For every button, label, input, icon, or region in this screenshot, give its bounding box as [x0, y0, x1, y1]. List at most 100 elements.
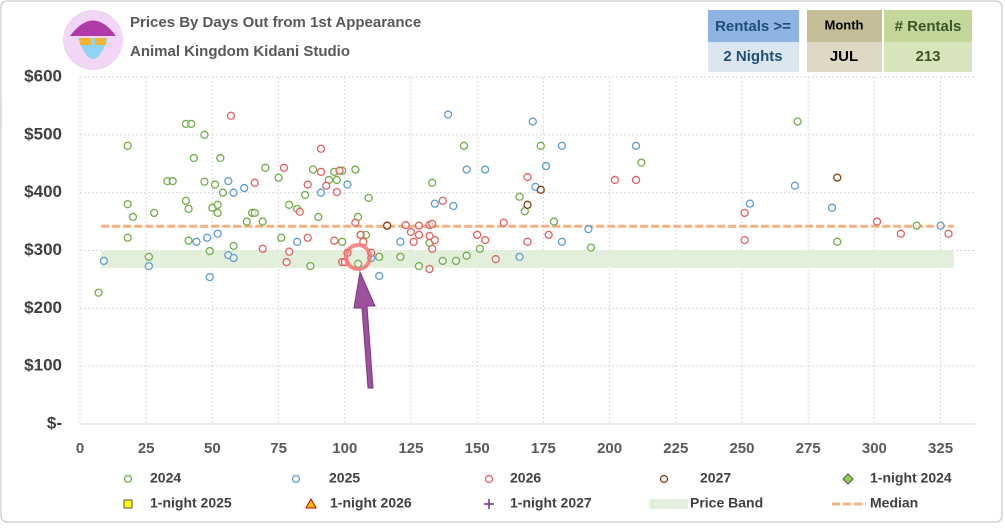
filter-value-bg	[807, 42, 882, 72]
point	[285, 247, 294, 256]
point	[229, 253, 238, 263]
point	[123, 200, 132, 209]
x-tick-label: 250	[729, 440, 754, 457]
point	[740, 208, 749, 218]
legend-marker	[123, 499, 133, 509]
point	[184, 236, 193, 245]
point	[187, 119, 196, 128]
point	[282, 257, 291, 267]
point	[528, 117, 537, 126]
legend-marker	[123, 474, 133, 484]
legend-marker	[305, 497, 317, 509]
point	[491, 255, 500, 264]
chart-title: Prices By Days Out from 1st Appearance	[130, 14, 421, 31]
point	[149, 208, 159, 218]
point	[793, 117, 802, 126]
point	[475, 244, 484, 253]
point	[375, 252, 384, 262]
x-tick-label: 100	[332, 440, 357, 457]
point	[428, 178, 437, 187]
point	[229, 241, 238, 251]
point	[549, 217, 559, 226]
point	[274, 173, 283, 182]
point	[332, 175, 341, 185]
point	[414, 221, 424, 230]
legend-label: 1-night 2025	[150, 495, 232, 511]
point	[438, 196, 447, 205]
y-tick-label: $300	[24, 240, 62, 259]
point	[375, 271, 384, 281]
point	[213, 229, 222, 238]
point	[790, 181, 800, 190]
point	[295, 207, 304, 216]
filter-header-bg	[884, 10, 972, 42]
y-tick-label: $-	[47, 413, 62, 432]
point	[314, 212, 323, 222]
point	[250, 178, 259, 187]
point	[123, 233, 132, 242]
point	[229, 188, 238, 197]
point	[94, 288, 103, 297]
point	[332, 187, 341, 197]
legend-label: 1-night 2024	[870, 470, 952, 486]
point	[205, 272, 214, 282]
point	[430, 199, 439, 208]
legend-label: 2025	[329, 470, 360, 486]
point	[740, 235, 749, 245]
legend-marker	[842, 473, 854, 485]
point	[322, 181, 331, 190]
point	[515, 252, 524, 262]
filter-header-bg	[708, 10, 799, 42]
point	[306, 261, 315, 271]
x-tick-label: 175	[531, 440, 556, 457]
point	[584, 224, 593, 234]
point	[462, 165, 471, 174]
point	[330, 236, 339, 245]
point	[353, 259, 363, 268]
legend-label: 1-night 2026	[330, 495, 412, 511]
point	[189, 153, 199, 163]
point	[316, 188, 326, 197]
filter-label: Month	[825, 17, 864, 32]
point	[586, 243, 596, 252]
x-tick-label: 25	[138, 440, 155, 457]
legend-label: 1-night 2027	[510, 495, 592, 511]
point	[409, 237, 418, 246]
point	[936, 221, 945, 230]
point	[261, 163, 270, 172]
point	[438, 256, 447, 266]
point	[462, 251, 471, 260]
x-tick-label: 200	[597, 440, 622, 457]
legend-label: Price Band	[690, 495, 763, 511]
point	[224, 176, 233, 186]
point	[303, 180, 312, 189]
point	[515, 192, 524, 201]
logo-glasses	[95, 38, 106, 45]
y-tick-label: $100	[24, 356, 62, 375]
point	[428, 244, 437, 253]
point	[123, 141, 132, 150]
legend-label: Median	[870, 495, 918, 511]
point	[308, 165, 318, 174]
point	[181, 196, 191, 205]
point	[240, 183, 249, 193]
point	[637, 158, 646, 167]
x-tick-label: 325	[928, 440, 953, 457]
point	[406, 227, 416, 237]
filter-value-bg	[884, 42, 972, 72]
legend-marker	[484, 474, 494, 484]
point	[414, 261, 424, 271]
point	[544, 230, 553, 240]
logo-turban	[70, 20, 116, 36]
legend-label: 2027	[700, 470, 731, 486]
logo-glasses	[80, 38, 91, 45]
point	[396, 252, 405, 262]
filter-value: JUL	[830, 48, 858, 65]
point	[200, 177, 209, 186]
point	[896, 229, 906, 238]
point	[912, 221, 921, 230]
point	[303, 233, 312, 242]
point	[451, 256, 461, 266]
point	[316, 167, 326, 176]
point	[557, 237, 567, 246]
